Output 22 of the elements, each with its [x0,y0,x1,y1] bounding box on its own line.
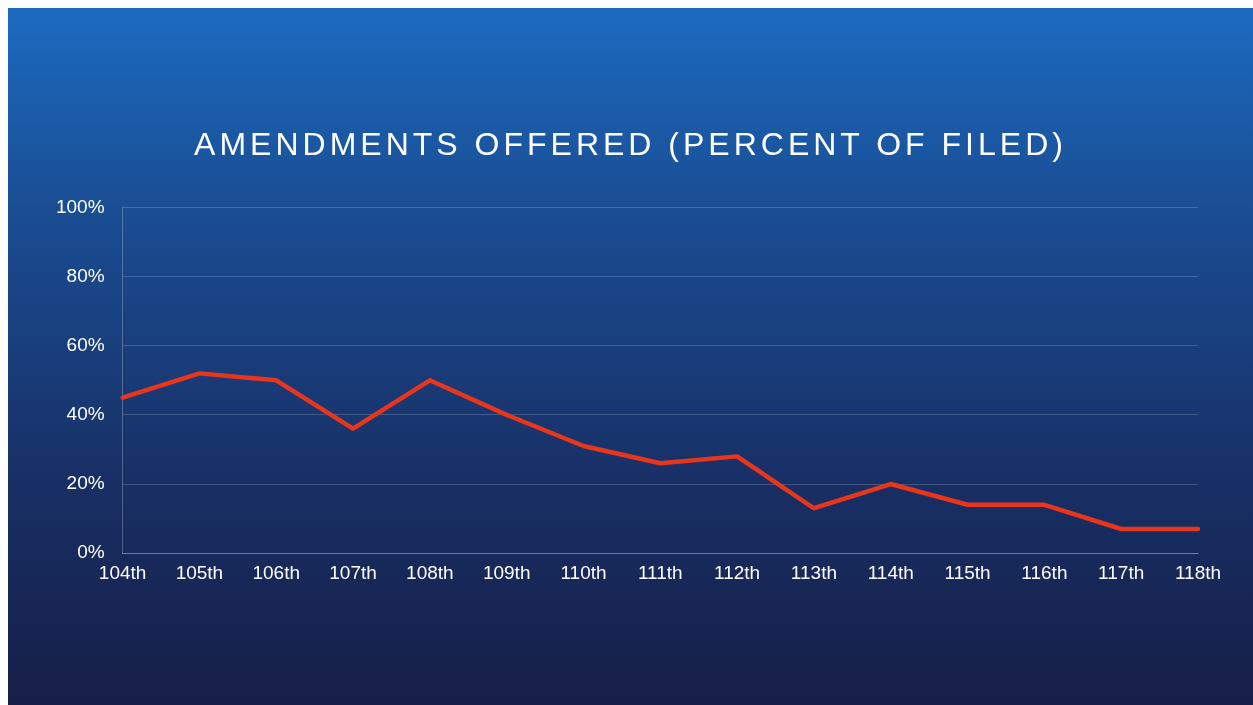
x-tick-label: 104th [98,561,147,583]
x-tick-label: 113th [790,561,837,583]
x-tick-label: 111th [637,561,683,583]
x-tick-label: 118th [1174,561,1222,583]
x-tick-label: 105th [175,561,224,583]
y-tick-label: 0% [77,541,105,563]
x-tick-label: 106th [252,561,300,583]
y-tick-label: 40% [66,403,105,425]
x-tick-label: 109th [482,561,531,583]
x-tick-label: 114th [867,561,914,583]
x-tick-label: 112th [714,561,761,583]
x-tick-label: 115th [944,561,991,583]
y-tick-label: 100% [55,195,105,217]
x-tick-label: 117th [1098,561,1145,583]
x-tick-label: 110th [560,561,607,583]
y-tick-label: 80% [66,264,105,286]
y-tick-label: 60% [66,333,105,355]
x-tick-label: 116th [1021,561,1068,583]
y-tick-label: 20% [66,472,105,494]
x-tick-label: 108th [406,561,454,583]
chart-title: AMENDMENTS OFFERED (PERCENT OF FILED) [193,126,1068,163]
x-tick-label: 107th [329,561,377,583]
